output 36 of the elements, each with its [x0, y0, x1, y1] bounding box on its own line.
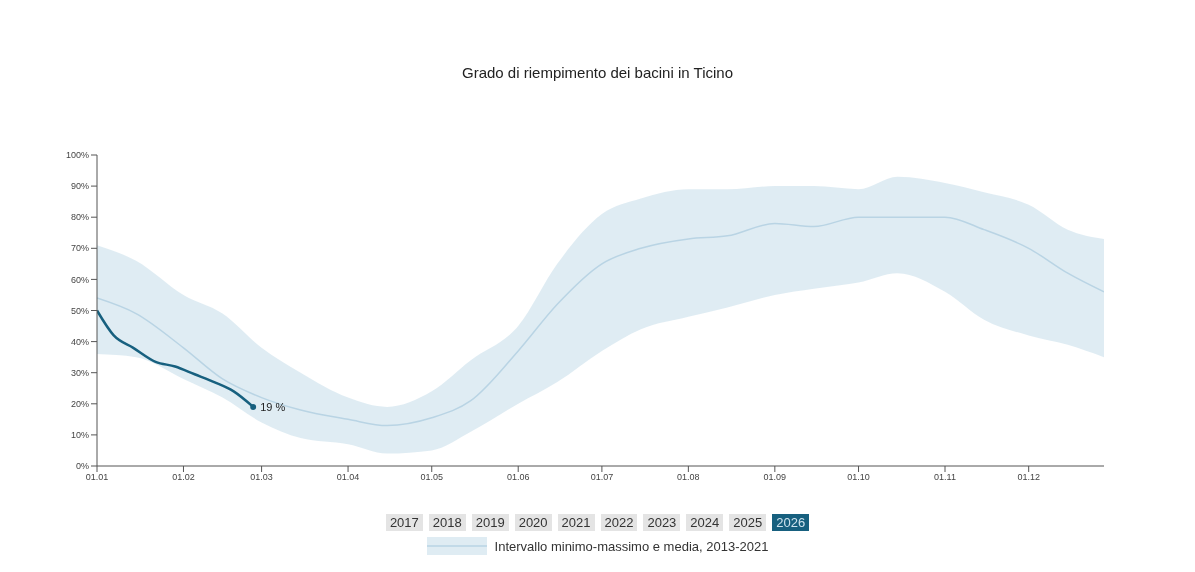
y-tick-label: 30%: [70, 367, 89, 378]
y-tick-label: 100%: [65, 150, 89, 161]
x-tick-label: 01.04: [336, 472, 360, 483]
x-tick-label: 01.01: [85, 472, 109, 483]
y-tick-label: 90%: [70, 181, 89, 192]
data-label: 19 %: [260, 400, 286, 413]
text: 2024: [686, 514, 724, 531]
text: 2020: [514, 514, 552, 531]
text: 2021: [557, 514, 595, 531]
legend-label: Intervallo minimo-massimo e media, 2013-2021: [494, 538, 769, 554]
text: 2022: [600, 514, 638, 531]
y-tick-label: 70%: [70, 243, 89, 254]
x-tick-label: 01.06: [506, 472, 530, 483]
y-tick-label: 80%: [70, 212, 89, 223]
y-tick-label: 60%: [70, 274, 89, 285]
x-tick-label: 01.10: [847, 472, 870, 483]
x-tick-label: 01.05: [420, 472, 443, 483]
text: 2026: [772, 514, 810, 531]
text: 2023: [643, 514, 681, 531]
text: 2025: [729, 514, 767, 531]
x-tick-label: 01.08: [677, 472, 700, 483]
chart-title: Grado di riempimento dei bacini in Ticino: [461, 63, 734, 83]
y-tick-label: 10%: [70, 430, 89, 441]
text: 2018: [428, 514, 466, 531]
x-tick-label: 01.07: [590, 472, 614, 483]
y-tick-label: 50%: [70, 305, 89, 316]
x-tick-label: 01.02: [172, 472, 195, 483]
y-tick-label: 40%: [70, 336, 89, 347]
x-tick-label: 01.09: [763, 472, 787, 483]
y-tick-label: 20%: [70, 398, 89, 409]
x-tick-label: 01.11: [934, 472, 956, 483]
text: 2017: [385, 514, 423, 531]
text: 2019: [471, 514, 509, 531]
x-tick-label: 01.03: [250, 472, 273, 483]
y-tick-label: 0%: [75, 461, 89, 472]
x-tick-label: 01.12: [1017, 472, 1040, 483]
